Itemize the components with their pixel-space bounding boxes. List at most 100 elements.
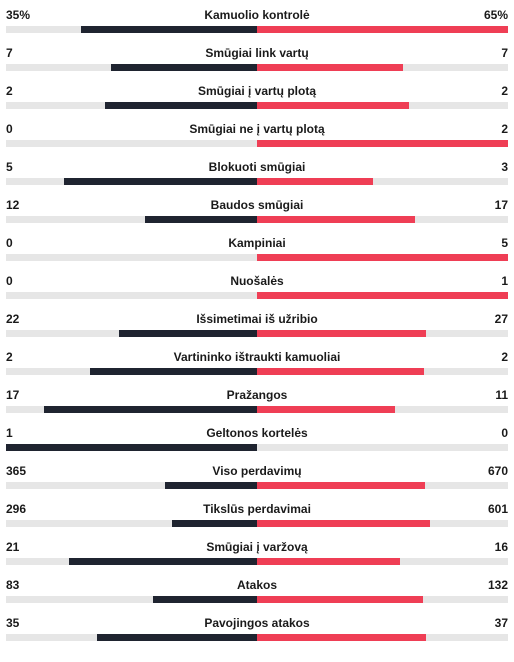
stat-left-value: 7 — [6, 46, 36, 60]
stat-label: Kamuolio kontrolė — [36, 8, 478, 22]
stat-label: Smūgiai link vartų — [36, 46, 478, 60]
stat-left-value: 0 — [6, 236, 36, 250]
stat-bar — [6, 330, 508, 337]
stat-bar-left — [165, 482, 257, 489]
stat-bar-right — [257, 216, 415, 223]
stat-right-value: 0 — [478, 426, 508, 440]
stat-label: Vartininko ištraukti kamuoliai — [36, 350, 478, 364]
stat-row: 2Smūgiai į vartų plotą2 — [6, 84, 508, 109]
stat-right-value: 2 — [478, 122, 508, 136]
stat-header: 21Smūgiai į varžovą16 — [6, 540, 508, 554]
stat-left-value: 2 — [6, 350, 36, 364]
stat-bar-left — [44, 406, 257, 413]
stat-label: Išsimetimai iš užribio — [36, 312, 478, 326]
stat-bar — [6, 368, 508, 375]
stat-label: Kampiniai — [36, 236, 478, 250]
stat-label: Nuošalės — [36, 274, 478, 288]
stat-header: 0Nuošalės1 — [6, 274, 508, 288]
stat-bar-left — [105, 102, 257, 109]
stat-bar — [6, 558, 508, 565]
stat-row: 1Geltonos kortelės0 — [6, 426, 508, 451]
stat-right-value: 27 — [478, 312, 508, 326]
stat-header: 296Tikslūs perdavimai601 — [6, 502, 508, 516]
stat-label: Pavojingos atakos — [36, 616, 478, 630]
stat-bar — [6, 254, 508, 261]
stat-label: Pražangos — [36, 388, 478, 402]
stat-bar-right — [257, 292, 508, 299]
stat-bar-right — [257, 102, 409, 109]
stat-bar — [6, 520, 508, 527]
stat-right-value: 7 — [478, 46, 508, 60]
stat-header: 0Smūgiai ne į vartų plotą2 — [6, 122, 508, 136]
stat-bar-left — [97, 634, 257, 641]
stat-row: 5Blokuoti smūgiai3 — [6, 160, 508, 185]
stat-row: 35%Kamuolio kontrolė65% — [6, 8, 508, 33]
stat-bar — [6, 102, 508, 109]
stat-header: 2Smūgiai į vartų plotą2 — [6, 84, 508, 98]
stat-row: 365Viso perdavimų670 — [6, 464, 508, 489]
stat-right-value: 2 — [478, 350, 508, 364]
stat-bar — [6, 634, 508, 641]
stat-right-value: 2 — [478, 84, 508, 98]
stat-bar-right — [257, 178, 373, 185]
stat-left-value: 5 — [6, 160, 36, 174]
stat-header: 5Blokuoti smūgiai3 — [6, 160, 508, 174]
stat-bar-left — [119, 330, 257, 337]
stat-row: 296Tikslūs perdavimai601 — [6, 502, 508, 527]
stat-bar — [6, 216, 508, 223]
stat-header: 22Išsimetimai iš užribio27 — [6, 312, 508, 326]
stat-header: 365Viso perdavimų670 — [6, 464, 508, 478]
stat-bar — [6, 140, 508, 147]
stat-bar-left — [64, 178, 257, 185]
stat-left-value: 1 — [6, 426, 36, 440]
stat-left-value: 12 — [6, 198, 36, 212]
stat-bar — [6, 292, 508, 299]
stat-bar-right — [257, 368, 424, 375]
stat-right-value: 11 — [478, 388, 508, 402]
stat-row: 2Vartininko ištraukti kamuoliai2 — [6, 350, 508, 375]
stat-left-value: 0 — [6, 274, 36, 288]
stat-row: 17Pražangos11 — [6, 388, 508, 413]
stat-label: Viso perdavimų — [36, 464, 478, 478]
stat-row: 22Išsimetimai iš užribio27 — [6, 312, 508, 337]
stat-bar-right — [257, 406, 395, 413]
stat-bar-right — [257, 520, 430, 527]
stat-bar-right — [257, 140, 508, 147]
stat-row: 0Kampiniai5 — [6, 236, 508, 261]
stat-bar-right — [257, 482, 425, 489]
stat-left-value: 0 — [6, 122, 36, 136]
stat-bar-left — [90, 368, 257, 375]
stat-left-value: 365 — [6, 464, 36, 478]
stat-bar-right — [257, 330, 426, 337]
stat-row: 12Baudos smūgiai17 — [6, 198, 508, 223]
stat-bar — [6, 596, 508, 603]
stat-header: 17Pražangos11 — [6, 388, 508, 402]
stat-right-value: 3 — [478, 160, 508, 174]
stat-left-value: 2 — [6, 84, 36, 98]
stat-right-value: 1 — [478, 274, 508, 288]
stat-row: 7Smūgiai link vartų7 — [6, 46, 508, 71]
stat-header: 2Vartininko ištraukti kamuoliai2 — [6, 350, 508, 364]
stat-bar — [6, 482, 508, 489]
stat-right-value: 16 — [478, 540, 508, 554]
stat-bar — [6, 178, 508, 185]
stat-header: 0Kampiniai5 — [6, 236, 508, 250]
stat-label: Baudos smūgiai — [36, 198, 478, 212]
stat-bar — [6, 26, 508, 33]
stat-right-value: 601 — [478, 502, 508, 516]
stat-label: Smūgiai į varžovą — [36, 540, 478, 554]
stat-right-value: 5 — [478, 236, 508, 250]
stat-row: 83Atakos132 — [6, 578, 508, 603]
stat-bar — [6, 444, 508, 451]
stat-row: 0Smūgiai ne į vartų plotą2 — [6, 122, 508, 147]
stat-left-value: 21 — [6, 540, 36, 554]
stat-bar-right — [257, 26, 508, 33]
stat-left-value: 22 — [6, 312, 36, 326]
stat-label: Blokuoti smūgiai — [36, 160, 478, 174]
stat-row: 21Smūgiai į varžovą16 — [6, 540, 508, 565]
stat-left-value: 35% — [6, 8, 36, 22]
stat-left-value: 296 — [6, 502, 36, 516]
stat-header: 35%Kamuolio kontrolė65% — [6, 8, 508, 22]
stat-bar — [6, 64, 508, 71]
stat-label: Smūgiai į vartų plotą — [36, 84, 478, 98]
